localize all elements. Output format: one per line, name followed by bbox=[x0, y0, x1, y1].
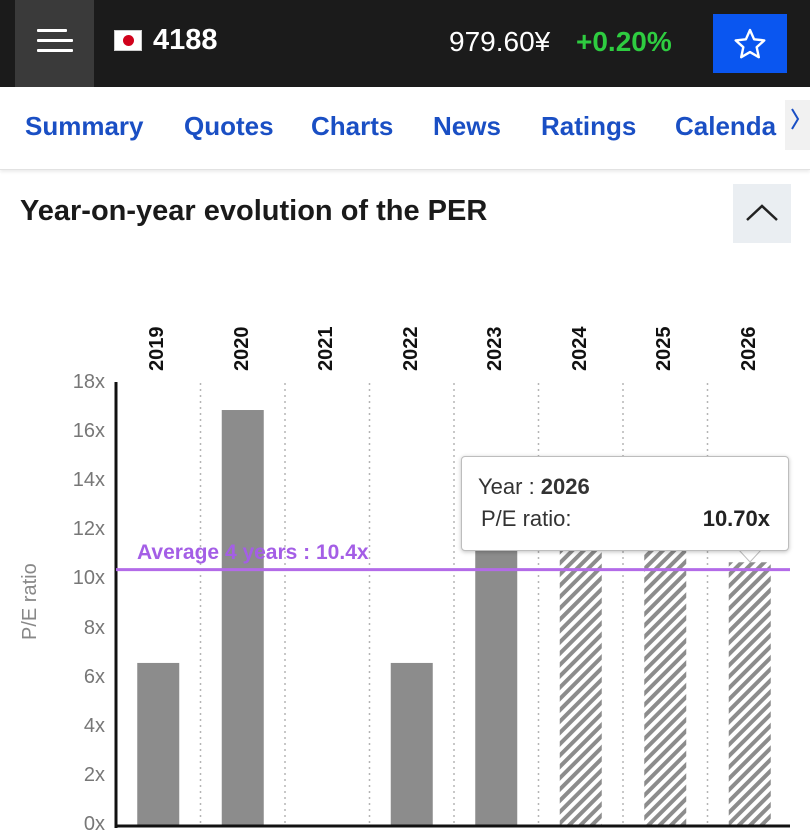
tab-quotes[interactable]: Quotes bbox=[184, 111, 274, 141]
y-tick-label: 16x bbox=[72, 420, 105, 443]
tooltip-ratio-label: P/E ratio: bbox=[481, 506, 572, 531]
chevron-up-icon bbox=[746, 204, 778, 221]
stock-price: 979.60¥ bbox=[449, 26, 551, 57]
nav-tabs: Summary Quotes Charts News Ratings Calen… bbox=[0, 87, 810, 170]
bar-2025[interactable] bbox=[644, 542, 687, 825]
y-tick-label: 2x bbox=[83, 763, 105, 786]
tab-charts[interactable]: Charts bbox=[311, 111, 394, 141]
section-title: Year-on-year evolution of the PER bbox=[20, 195, 488, 227]
bar-2024[interactable] bbox=[559, 542, 602, 825]
bar-2022[interactable] bbox=[390, 662, 433, 825]
y-tick-label: 6x bbox=[83, 665, 105, 688]
tab-calendar[interactable]: Calenda bbox=[675, 111, 777, 141]
y-tick-label: 18x bbox=[72, 371, 105, 393]
average-label: Average 4 years : 10.4x bbox=[137, 541, 369, 564]
tab-ratings[interactable]: Ratings bbox=[541, 111, 637, 141]
hamburger-menu-icon[interactable] bbox=[15, 0, 94, 87]
favorite-button[interactable] bbox=[713, 14, 787, 73]
tab-summary[interactable]: Summary bbox=[25, 111, 144, 141]
tooltip-ratio-value: 10.70x bbox=[702, 506, 770, 531]
bar-2026[interactable] bbox=[728, 562, 771, 825]
tooltip-year: Year : 2026 bbox=[478, 474, 590, 500]
stock-ticker: 4188 bbox=[153, 24, 218, 56]
y-tick-label: 10x bbox=[72, 567, 105, 590]
y-tick-label: 14x bbox=[72, 469, 105, 492]
chevron-right-icon bbox=[791, 108, 800, 130]
y-tick-label: 4x bbox=[83, 714, 105, 737]
collapse-button[interactable] bbox=[733, 184, 791, 243]
bar-2019[interactable] bbox=[137, 662, 180, 825]
tooltip-year-value: 2026 bbox=[540, 474, 590, 499]
chart-tooltip: Year : 2026 P/E ratio: 10.70x bbox=[461, 456, 789, 551]
y-tick-label: 12x bbox=[72, 518, 105, 541]
top-bar: 4188 979.60¥ +0.20% bbox=[0, 0, 810, 87]
price-change: +0.20% bbox=[576, 26, 672, 57]
bar-2023[interactable] bbox=[475, 542, 518, 825]
tabs-scroll-right-button[interactable] bbox=[785, 100, 810, 150]
japan-flag-icon bbox=[114, 30, 142, 51]
tab-news[interactable]: News bbox=[433, 111, 501, 141]
star-outline-icon bbox=[734, 28, 766, 59]
tooltip-year-label: Year : bbox=[478, 474, 541, 499]
y-tick-label: 8x bbox=[83, 616, 105, 639]
bar-2020[interactable] bbox=[221, 410, 264, 825]
